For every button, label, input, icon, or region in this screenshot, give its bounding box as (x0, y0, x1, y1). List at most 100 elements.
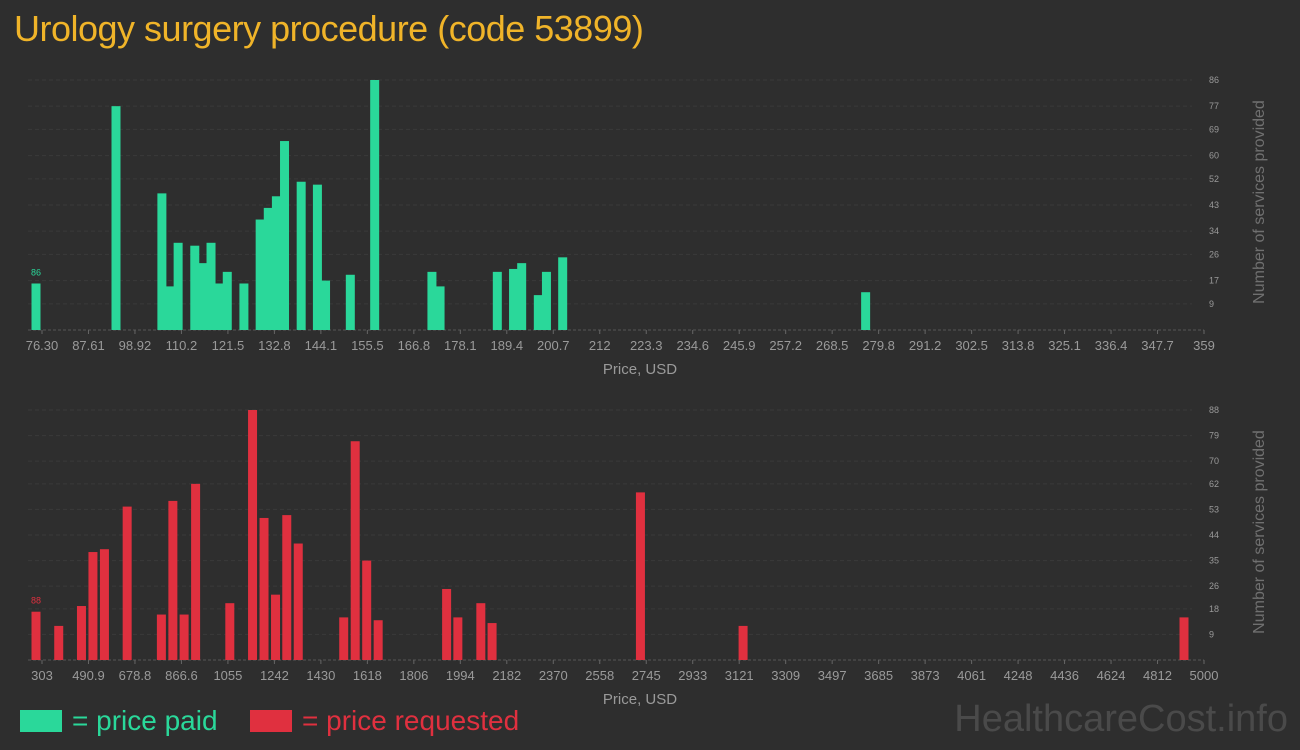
x-tick-label: 223.3 (630, 338, 663, 353)
bar (296, 181, 306, 330)
x-tick-label: 279.8 (862, 338, 895, 353)
bar (509, 268, 519, 330)
bar (54, 625, 64, 660)
x-tick-label: 302.5 (955, 338, 988, 353)
bar (255, 219, 265, 330)
x-tick-label: 1430 (306, 668, 335, 683)
peak-value-label: 86 (31, 267, 41, 277)
x-tick-label: 3873 (911, 668, 940, 683)
legend-price-requested: = price requested (250, 705, 519, 737)
bar (487, 623, 497, 660)
bar (191, 483, 201, 660)
y-tick-label: 53 (1209, 504, 1219, 514)
x-tick-label: 3685 (864, 668, 893, 683)
bar (263, 207, 273, 330)
x-tick-label: 347.7 (1141, 338, 1174, 353)
x-tick-label: 268.5 (816, 338, 849, 353)
bar (861, 292, 871, 330)
bar (190, 245, 200, 330)
bar (31, 283, 41, 330)
bar (206, 242, 216, 330)
bar (225, 603, 235, 660)
bar (173, 242, 183, 330)
y-tick-label: 77 (1209, 101, 1219, 111)
bar (157, 193, 167, 330)
x-tick-label: 76.30 (26, 338, 59, 353)
x-tick-label: 2370 (539, 668, 568, 683)
bar (271, 196, 281, 330)
legend-price-paid: = price paid (20, 705, 218, 737)
x-tick-label: 4436 (1050, 668, 1079, 683)
x-tick-label: 866.6 (165, 668, 198, 683)
bar (179, 614, 189, 660)
x-tick-label: 291.2 (909, 338, 942, 353)
x-tick-label: 359 (1193, 338, 1215, 353)
x-tick-label: 87.61 (72, 338, 105, 353)
bar (271, 594, 281, 660)
x-tick-label: 144.1 (305, 338, 338, 353)
x-tick-label: 212 (589, 338, 611, 353)
y-tick-label: 26 (1209, 581, 1219, 591)
y-tick-label: 9 (1209, 299, 1214, 309)
x-tick-label: 4248 (1004, 668, 1033, 683)
bar (362, 560, 372, 660)
x-tick-label: 132.8 (258, 338, 291, 353)
y-tick-label: 60 (1209, 151, 1219, 161)
x-tick-label: 4812 (1143, 668, 1172, 683)
bar (533, 295, 543, 330)
bar (312, 184, 322, 330)
price-paid-chart: 9 17 26 34 43 52 60 69 77 86 76.30 87.61 98.92 110.2 1… (26, 75, 1268, 378)
x-tick-label: 155.5 (351, 338, 384, 353)
bar (88, 552, 98, 660)
bar (280, 141, 290, 330)
x-tick-label: 189.4 (491, 338, 524, 353)
y-tick-label: 17 (1209, 276, 1219, 286)
x-tick-label: 313.8 (1002, 338, 1035, 353)
bar (345, 274, 355, 330)
y-tick-label: 69 (1209, 124, 1219, 134)
x-tick-label: 490.9 (72, 668, 105, 683)
x-axis-title: Price, USD (603, 691, 677, 708)
y-tick-label: 18 (1209, 604, 1219, 614)
legend-label-paid: = price paid (72, 705, 218, 736)
x-tick-label: 1618 (353, 668, 382, 683)
x-axis-title: Price, USD (603, 361, 677, 378)
y-tick-label: 88 (1209, 405, 1219, 415)
y-tick-label: 86 (1209, 75, 1219, 85)
bar (293, 543, 303, 660)
y-tick-label: 44 (1209, 530, 1219, 540)
x-tick-label: 1806 (399, 668, 428, 683)
y-tick-label: 62 (1209, 479, 1219, 489)
x-tick-label: 98.92 (119, 338, 152, 353)
bar (541, 271, 551, 330)
bar (111, 106, 121, 331)
x-tick-label: 678.8 (119, 668, 152, 683)
legend-swatch-requested (250, 710, 292, 732)
x-tick-label: 200.7 (537, 338, 570, 353)
x-tick-label: 121.5 (212, 338, 245, 353)
legend-swatch-paid (20, 710, 62, 732)
bar (165, 286, 175, 330)
y-tick-label: 52 (1209, 174, 1219, 184)
bar (435, 286, 445, 330)
y-tick-label: 26 (1209, 249, 1219, 259)
bar (31, 611, 41, 660)
bar (635, 492, 645, 660)
y-tick-label: 9 (1209, 629, 1214, 639)
bar (76, 606, 86, 660)
y-tick-label: 43 (1209, 200, 1219, 210)
x-tick-label: 303 (31, 668, 53, 683)
y-tick-label: 34 (1209, 226, 1219, 236)
bar (259, 517, 269, 660)
x-tick-label: 325.1 (1048, 338, 1081, 353)
x-tick-label: 336.4 (1095, 338, 1128, 353)
y-tick-label: 70 (1209, 456, 1219, 466)
x-tick-label: 166.8 (398, 338, 431, 353)
bar (517, 263, 527, 330)
y-tick-label: 79 (1209, 431, 1219, 441)
x-tick-label: 110.2 (166, 338, 198, 353)
x-tick-label: 3309 (771, 668, 800, 683)
bar (99, 549, 109, 660)
x-tick-label: 2182 (492, 668, 521, 683)
bar (476, 603, 486, 660)
